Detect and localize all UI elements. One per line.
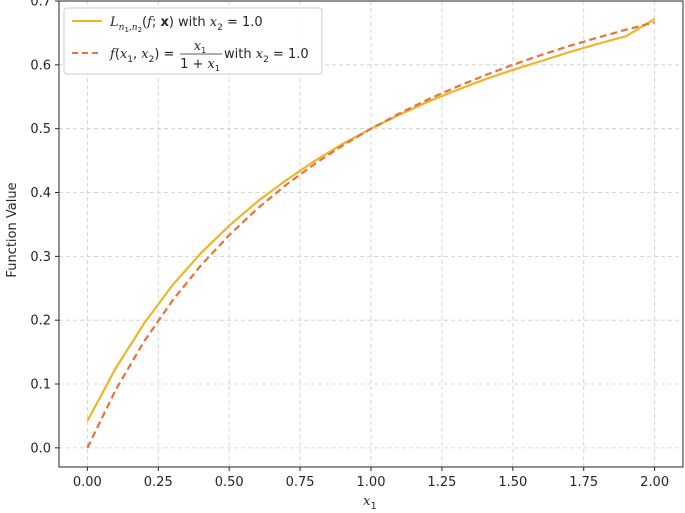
legend-fraction-numerator: x1 — [194, 39, 206, 55]
legend-fraction-denominator: 1 + x1 — [180, 57, 220, 73]
x-tick-label: 1.75 — [569, 475, 598, 490]
x-tick-label: 1.00 — [357, 475, 386, 490]
x-tick-label: 0.50 — [215, 475, 244, 490]
series-layer — [86, 17, 656, 449]
x-tick-label: 1.50 — [498, 475, 527, 490]
legend-entry-2: f(x1, x2) = — [109, 47, 174, 65]
y-tick-label: 0.3 — [30, 250, 51, 265]
y-tick-label: 0.0 — [30, 441, 51, 456]
x-tick-label: 0.25 — [144, 475, 173, 490]
x-tick-label: 0.75 — [286, 475, 315, 490]
y-tick-label: 0.1 — [30, 378, 51, 393]
legend-entry-2-tail: with x2 = 1.0 — [224, 47, 309, 65]
y-tick-label: 0.7 — [30, 0, 51, 10]
legend: Ln1,n2(f; x) with x2 = 1.0 f(x1, x2) = x… — [63, 7, 323, 75]
x-axis-label: x1 — [363, 494, 377, 512]
x-tick-label: 1.25 — [427, 475, 456, 490]
y-axis-label: Function Value — [5, 182, 20, 277]
x-tick-label: 2.00 — [640, 475, 669, 490]
tick-layer: 0.00 0.25 0.50 0.75 1.00 1.25 1.50 1.75 2.00 0.0 0… — [30, 0, 669, 490]
y-tick-label: 0.5 — [30, 122, 51, 137]
series-line-exact — [86, 21, 655, 449]
y-tick-label: 0.2 — [30, 314, 51, 329]
legend-entry-1: Ln1,n2(f; x) with x2 = 1.0 — [109, 15, 263, 34]
y-tick-label: 0.4 — [30, 186, 51, 201]
legend-box — [63, 7, 323, 75]
x-tick-label: 0.00 — [73, 475, 102, 490]
y-tick-label: 0.6 — [30, 58, 51, 73]
